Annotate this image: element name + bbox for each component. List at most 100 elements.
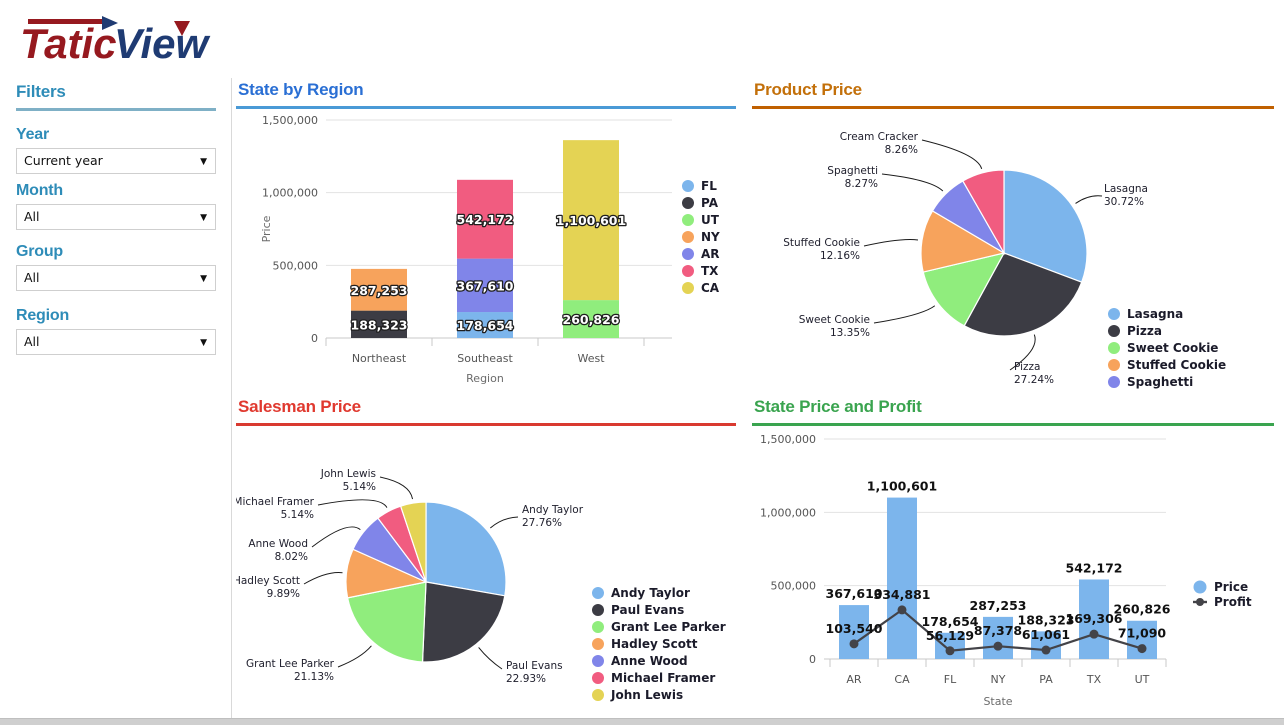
legend-swatch[interactable] (1108, 308, 1120, 320)
chart-state-by-region[interactable]: 0 500,000 1,000,000 1,500,000 Price Northeast… (236, 108, 744, 390)
chart-state-price-profit[interactable]: 0 500,000 1,000,000 1,500,000 367,610 AR 1,100… (752, 425, 1284, 715)
bar-segment[interactable] (457, 179, 513, 259)
bar-data-label: 287,253 (970, 598, 1027, 613)
pie-leader-line (311, 526, 361, 548)
legend-swatch[interactable] (1108, 376, 1120, 388)
filters-divider (16, 108, 216, 111)
profit-data-label: 87,378 (974, 623, 1022, 638)
bar[interactable] (839, 605, 869, 659)
pie-slice[interactable] (1003, 169, 1088, 283)
y-axis-tick: 1,500,000 (760, 433, 816, 446)
legend-swatch[interactable] (682, 180, 694, 192)
bar-data-label: 287,253 (351, 283, 408, 298)
pie-slice-percent: 8.26% (885, 144, 918, 156)
legend-swatch[interactable] (682, 282, 694, 294)
legend-swatch[interactable] (682, 197, 694, 209)
profit-point[interactable] (1089, 629, 1099, 639)
pie-slice-label: Paul Evans (506, 660, 563, 672)
pie-slice[interactable] (963, 252, 1083, 337)
bar-data-label: 1,100,601 (867, 479, 937, 494)
pie-leader-line (303, 571, 343, 585)
legend-label-price: Price (1214, 580, 1248, 594)
pie-slice[interactable] (399, 501, 427, 583)
pie-slice[interactable] (962, 169, 1005, 256)
chevron-down-icon: ▼ (200, 274, 207, 284)
chevron-down-icon: ▼ (200, 213, 207, 223)
bar-segment[interactable] (457, 258, 513, 313)
bar-segment[interactable] (457, 312, 513, 338)
legend-swatch[interactable] (592, 587, 604, 599)
pie-leader-line (921, 139, 983, 170)
x-axis-title: Region (466, 372, 504, 385)
legend-swatch-profit-dot[interactable] (1196, 598, 1204, 606)
bottom-scrollbar[interactable] (0, 718, 1284, 725)
filter-year-select[interactable]: Current year ▼ (16, 148, 216, 174)
bar-segment[interactable] (351, 268, 407, 311)
bar-data-label: 367,610 (457, 278, 514, 293)
legend-swatch[interactable] (592, 604, 604, 616)
legend-swatch[interactable] (682, 231, 694, 243)
profit-point[interactable] (849, 639, 859, 649)
pie-slice-label: Spaghetti (827, 165, 878, 177)
legend-swatch[interactable] (592, 621, 604, 633)
pie-slice-percent: 8.27% (845, 178, 878, 190)
pie-slice[interactable] (920, 210, 1006, 273)
legend-swatch[interactable] (592, 672, 604, 684)
profit-point[interactable] (1041, 645, 1051, 655)
filter-region-select[interactable]: All ▼ (16, 329, 216, 355)
profit-point[interactable] (1137, 644, 1147, 654)
pie-slice-label: Sweet Cookie (799, 314, 870, 326)
legend-label: Grant Lee Parker (611, 620, 726, 634)
pie-slice-label: Anne Wood (248, 538, 308, 550)
profit-point[interactable] (945, 646, 955, 656)
pie-slice[interactable] (421, 581, 506, 663)
pie-slice-label: Michael Framer (236, 496, 315, 508)
bar-segment[interactable] (563, 140, 619, 301)
pie-slice-label: Andy Taylor (522, 504, 584, 516)
panel-state-price-profit-title: State Price and Profit (754, 397, 922, 416)
legend-swatch-price[interactable] (1193, 580, 1207, 594)
profit-data-label: 71,090 (1118, 626, 1167, 641)
filter-group-select[interactable]: All ▼ (16, 265, 216, 291)
legend-swatch[interactable] (682, 214, 694, 226)
legend-label: Spaghetti (1127, 375, 1193, 389)
profit-data-label: 103,540 (826, 621, 883, 636)
panel-state-by-region-divider (236, 106, 736, 109)
legend-swatch[interactable] (1108, 342, 1120, 354)
pie-leader-line (881, 173, 944, 192)
legend-swatch[interactable] (1108, 359, 1120, 371)
pie-slice-percent: 13.35% (830, 327, 870, 339)
filter-group: Group All ▼ (16, 243, 216, 291)
pie-leader-line (1075, 195, 1103, 204)
profit-point[interactable] (897, 605, 907, 615)
legend-label: Pizza (1127, 324, 1162, 338)
bar-segment[interactable] (563, 300, 619, 338)
legend-swatch[interactable] (592, 689, 604, 701)
legend-label: FL (701, 179, 717, 193)
filter-year-label: Year (16, 126, 50, 143)
profit-data-label: 56,129 (926, 628, 974, 643)
bar[interactable] (1079, 579, 1109, 659)
pie-slice[interactable] (346, 581, 427, 663)
legend-swatch[interactable] (682, 248, 694, 260)
pie-slice-percent: 5.14% (281, 509, 314, 521)
bar[interactable] (887, 497, 917, 659)
legend-swatch[interactable] (592, 655, 604, 667)
bar-data-label: 188,323 (1018, 612, 1075, 627)
bar[interactable] (983, 616, 1013, 659)
legend-swatch[interactable] (1108, 325, 1120, 337)
filter-month-select[interactable]: All ▼ (16, 204, 216, 230)
pie-slice[interactable] (425, 501, 507, 597)
pie-slice[interactable] (922, 252, 1006, 327)
pie-slice-percent: 21.13% (294, 671, 334, 683)
profit-point[interactable] (993, 641, 1003, 651)
bar-segment[interactable] (351, 310, 407, 338)
legend-swatch[interactable] (682, 265, 694, 277)
pie-leader-line (379, 476, 414, 500)
legend-swatch[interactable] (592, 638, 604, 650)
legend-label: Sweet Cookie (1127, 341, 1218, 355)
pie-leader-line (863, 238, 919, 247)
pie-slice-label: Cream Cracker (840, 131, 919, 143)
